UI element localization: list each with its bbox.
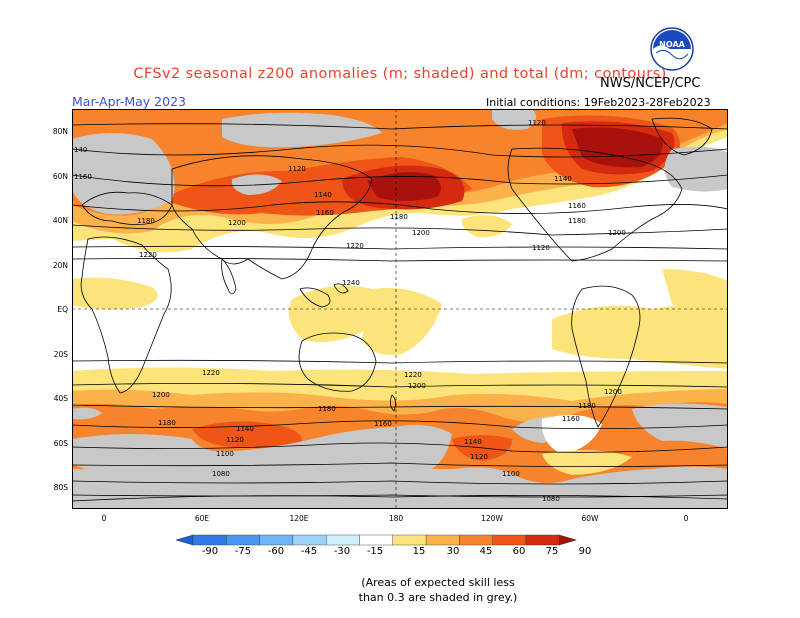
map-frame (72, 109, 728, 509)
footnote-line-1: (Areas of expected skill less (361, 576, 515, 589)
svg-text:1220: 1220 (346, 242, 364, 250)
colorbar-label: 15 (412, 546, 426, 557)
svg-text:1080: 1080 (542, 495, 560, 503)
svg-text:1160: 1160 (568, 202, 586, 210)
lat-label: 80N (52, 127, 68, 136)
colorbar-label: 60 (512, 546, 526, 557)
colorbar-label: -60 (267, 546, 285, 557)
colorbar-cell (259, 534, 294, 546)
lat-label: 20N (52, 261, 68, 270)
colorbar-label: -15 (366, 546, 384, 557)
lon-label: 0 (683, 514, 689, 523)
svg-text:1220: 1220 (404, 371, 422, 379)
colorbar-cell (425, 534, 460, 546)
svg-text:NOAA: NOAA (659, 40, 685, 49)
lat-label: 40S (53, 394, 68, 403)
svg-text:1160: 1160 (74, 173, 92, 181)
lat-label: 40N (52, 216, 68, 225)
lat-label: 60N (52, 172, 68, 181)
contour-labels: 140 1160 1180 1200 1220 1120 1140 1160 1… (74, 119, 626, 503)
svg-text:1140: 1140 (554, 175, 572, 183)
season-label: Mar-Apr-May 2023 (72, 94, 186, 109)
colorbar-label: -30 (333, 546, 351, 557)
svg-text:1180: 1180 (578, 402, 596, 410)
svg-text:1200: 1200 (412, 229, 430, 237)
colorbar-cell (192, 534, 227, 546)
svg-text:1160: 1160 (316, 209, 334, 217)
svg-text:1160: 1160 (374, 420, 392, 428)
svg-text:1180: 1180 (158, 419, 176, 427)
svg-text:1200: 1200 (604, 388, 622, 396)
svg-text:1140: 1140 (236, 425, 254, 433)
svg-text:1220: 1220 (139, 251, 157, 259)
coastlines (72, 117, 728, 502)
lon-label: 60W (581, 514, 599, 523)
lat-label: EQ (57, 305, 68, 314)
svg-text:1140: 1140 (314, 191, 332, 199)
lon-label: 180 (388, 514, 404, 523)
colorbar-cell (392, 534, 427, 546)
colorbar-label: -75 (234, 546, 252, 557)
colorbar-cell (226, 534, 260, 546)
agency-label: NWS/NCEP/CPC (600, 76, 701, 91)
svg-text:140: 140 (74, 146, 87, 154)
initial-conditions-label: Initial conditions: 19Feb2023-28Feb2023 (486, 96, 711, 109)
height-contours (72, 123, 728, 498)
svg-text:1180: 1180 (390, 213, 408, 221)
svg-text:1120: 1120 (532, 244, 550, 252)
svg-text:1120: 1120 (528, 119, 546, 127)
svg-text:1200: 1200 (608, 229, 626, 237)
colorbar-cell (492, 534, 527, 546)
svg-text:1180: 1180 (568, 217, 586, 225)
tropical-shading (72, 269, 728, 369)
colorbar-label: -90 (201, 546, 219, 557)
svg-text:1180: 1180 (318, 405, 336, 413)
svg-text:1080: 1080 (212, 470, 230, 478)
svg-text:1100: 1100 (502, 470, 520, 478)
lon-label: 0 (101, 514, 107, 523)
lon-label: 120W (481, 514, 503, 523)
chart-title: CFSv2 seasonal z200 anomalies (m; shaded… (133, 66, 667, 82)
svg-text:1180: 1180 (137, 217, 155, 225)
colorbar-label: 30 (446, 546, 460, 557)
footnote-line-2: than 0.3 are shaded in grey.) (358, 591, 518, 604)
colorbar-label: 75 (545, 546, 559, 557)
colorbar-cell (359, 534, 393, 546)
svg-text:1160: 1160 (562, 415, 580, 423)
svg-text:1200: 1200 (408, 382, 426, 390)
colorbar-label: 90 (578, 546, 592, 557)
colorbar (176, 534, 578, 546)
lon-label: 120E (289, 514, 309, 523)
lat-label: 60S (53, 439, 68, 448)
svg-text:1200: 1200 (152, 391, 170, 399)
colorbar-cell (325, 534, 360, 546)
svg-text:1200: 1200 (228, 219, 246, 227)
svg-text:1120: 1120 (226, 436, 244, 444)
colorbar-arrow-left (176, 534, 194, 546)
colorbar-arrow-right (559, 534, 578, 546)
svg-text:1220: 1220 (202, 369, 220, 377)
colorbar-cell (459, 534, 493, 546)
svg-text:1120: 1120 (288, 165, 306, 173)
colorbar-label: -45 (300, 546, 318, 557)
lat-label: 20S (53, 350, 68, 359)
colorbar-cell (292, 534, 327, 546)
colorbar-cell (525, 534, 560, 546)
colorbar-label: 45 (479, 546, 493, 557)
sh-shading (72, 367, 728, 509)
svg-text:1240: 1240 (342, 279, 360, 287)
svg-text:1140: 1140 (464, 438, 482, 446)
noaa-logo-icon: NOAA (650, 27, 694, 71)
svg-text:1120: 1120 (470, 453, 488, 461)
lon-label: 60E (194, 514, 210, 523)
svg-text:1100: 1100 (216, 450, 234, 458)
anomaly-map: 140 1160 1180 1200 1220 1120 1140 1160 1… (72, 109, 728, 509)
lat-label: 80S (53, 483, 68, 492)
